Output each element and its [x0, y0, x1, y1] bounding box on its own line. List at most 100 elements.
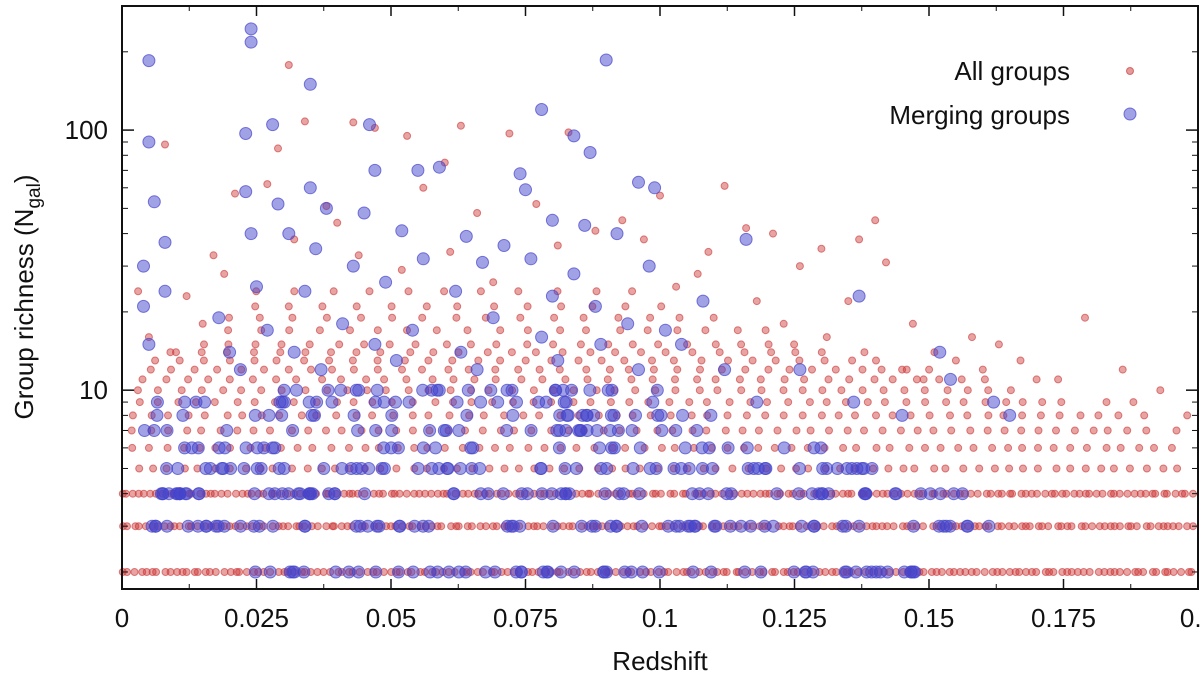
data-point: [1021, 489, 1030, 498]
data-point: [478, 426, 487, 435]
data-point: [737, 340, 746, 349]
data-point: [734, 519, 748, 533]
data-point: [373, 326, 382, 335]
data-point: [1156, 386, 1165, 395]
data-point: [460, 408, 474, 422]
data-point: [791, 348, 800, 357]
data-point: [351, 424, 365, 437]
data-point: [988, 443, 997, 452]
data-point: [306, 487, 319, 501]
data-point: [1041, 489, 1050, 498]
data-point: [839, 443, 848, 452]
data-point: [943, 519, 957, 533]
data-point: [523, 302, 532, 311]
data-point: [162, 375, 171, 384]
data-point: [474, 395, 488, 409]
data-point: [255, 313, 264, 322]
data-point: [818, 386, 827, 395]
data-point: [588, 299, 602, 313]
data-point: [693, 269, 702, 278]
data-point: [648, 181, 662, 195]
data-point: [463, 326, 472, 335]
data-point: [673, 326, 682, 335]
data-point: [770, 487, 784, 501]
data-point: [702, 426, 711, 435]
data-point: [254, 462, 268, 475]
data-point: [1008, 489, 1017, 498]
data-point: [497, 239, 511, 252]
data-point: [661, 348, 670, 357]
data-point: [447, 487, 460, 501]
data-point: [678, 441, 692, 455]
data-point: [337, 522, 346, 531]
data-point: [231, 189, 239, 198]
data-point: [297, 565, 311, 579]
data-point: [500, 464, 509, 473]
data-point: [496, 326, 505, 335]
data-point: [1033, 464, 1042, 473]
data-point: [586, 489, 595, 498]
data-point: [415, 489, 424, 498]
data-point: [997, 522, 1006, 531]
data-point: [655, 424, 669, 437]
data-point: [287, 345, 301, 359]
data-point: [406, 323, 419, 337]
data-point: [877, 365, 886, 374]
data-point: [263, 180, 272, 189]
data-point: [441, 462, 455, 475]
data-point: [795, 356, 804, 365]
data-point: [1018, 411, 1027, 420]
data-point: [671, 386, 680, 395]
data-point: [380, 375, 389, 384]
data-point: [769, 229, 777, 238]
data-point: [519, 183, 532, 197]
data-point: [166, 568, 175, 576]
data-point: [318, 302, 327, 311]
data-point: [217, 489, 226, 498]
data-point: [284, 61, 293, 69]
data-point: [899, 464, 908, 473]
data-point: [840, 462, 854, 475]
data-point: [467, 522, 476, 531]
data-point: [779, 411, 788, 420]
data-point: [669, 519, 683, 533]
data-point: [176, 408, 190, 422]
data-point: [342, 565, 356, 579]
data-point: [473, 209, 482, 217]
data-point: [446, 386, 455, 395]
data-point: [821, 568, 830, 576]
data-point: [658, 323, 672, 337]
data-point: [163, 443, 172, 452]
data-point: [456, 121, 465, 130]
data-point: [322, 426, 330, 435]
data-point: [252, 519, 266, 533]
data-point: [314, 363, 328, 377]
data-point: [524, 252, 538, 266]
data-point: [474, 487, 488, 501]
data-point: [872, 411, 880, 420]
data-point: [1067, 568, 1076, 576]
data-point: [583, 146, 597, 159]
data-point: [388, 313, 397, 322]
data-point: [271, 197, 285, 211]
data-point: [175, 356, 184, 365]
data-point: [1066, 443, 1075, 452]
data-point: [1130, 489, 1139, 498]
data-point: [334, 383, 348, 397]
data-point: [963, 386, 972, 395]
data-point: [578, 218, 592, 232]
data-point: [1079, 568, 1088, 576]
data-point: [1034, 443, 1042, 452]
data-point: [626, 462, 640, 475]
data-point: [303, 77, 317, 91]
data-point: [793, 363, 807, 377]
data-point: [557, 395, 571, 409]
data-point: [639, 235, 648, 244]
data-point: [234, 519, 248, 533]
data-point: [929, 426, 938, 435]
data-point: [749, 489, 758, 498]
data-point: [402, 375, 411, 384]
data-point: [309, 242, 323, 256]
data-point: [759, 462, 773, 475]
data-point: [1097, 464, 1106, 473]
